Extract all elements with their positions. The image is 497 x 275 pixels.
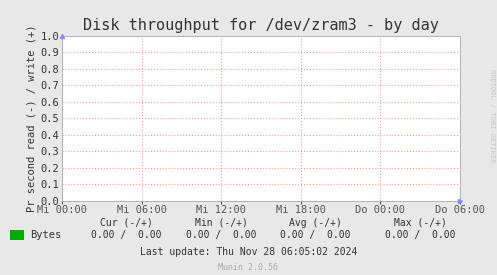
Text: Last update: Thu Nov 28 06:05:02 2024: Last update: Thu Nov 28 06:05:02 2024	[140, 247, 357, 257]
Text: Cur (-/+): Cur (-/+)	[100, 218, 153, 228]
Text: Min (-/+): Min (-/+)	[195, 218, 248, 228]
Text: 0.00 /  0.00: 0.00 / 0.00	[385, 230, 455, 240]
Text: 0.00 /  0.00: 0.00 / 0.00	[91, 230, 162, 240]
Text: Munin 2.0.56: Munin 2.0.56	[219, 263, 278, 272]
Title: Disk throughput for /dev/zram3 - by day: Disk throughput for /dev/zram3 - by day	[83, 18, 439, 33]
Y-axis label: Pr second read (-) / write (+): Pr second read (-) / write (+)	[26, 24, 36, 212]
Text: RRDTOOL / TOBI OETIKER: RRDTOOL / TOBI OETIKER	[489, 69, 495, 162]
Text: Avg (-/+): Avg (-/+)	[289, 218, 342, 228]
Text: 0.00 /  0.00: 0.00 / 0.00	[280, 230, 351, 240]
Text: 0.00 /  0.00: 0.00 / 0.00	[186, 230, 256, 240]
Text: Max (-/+): Max (-/+)	[394, 218, 446, 228]
Text: Bytes: Bytes	[30, 230, 61, 240]
